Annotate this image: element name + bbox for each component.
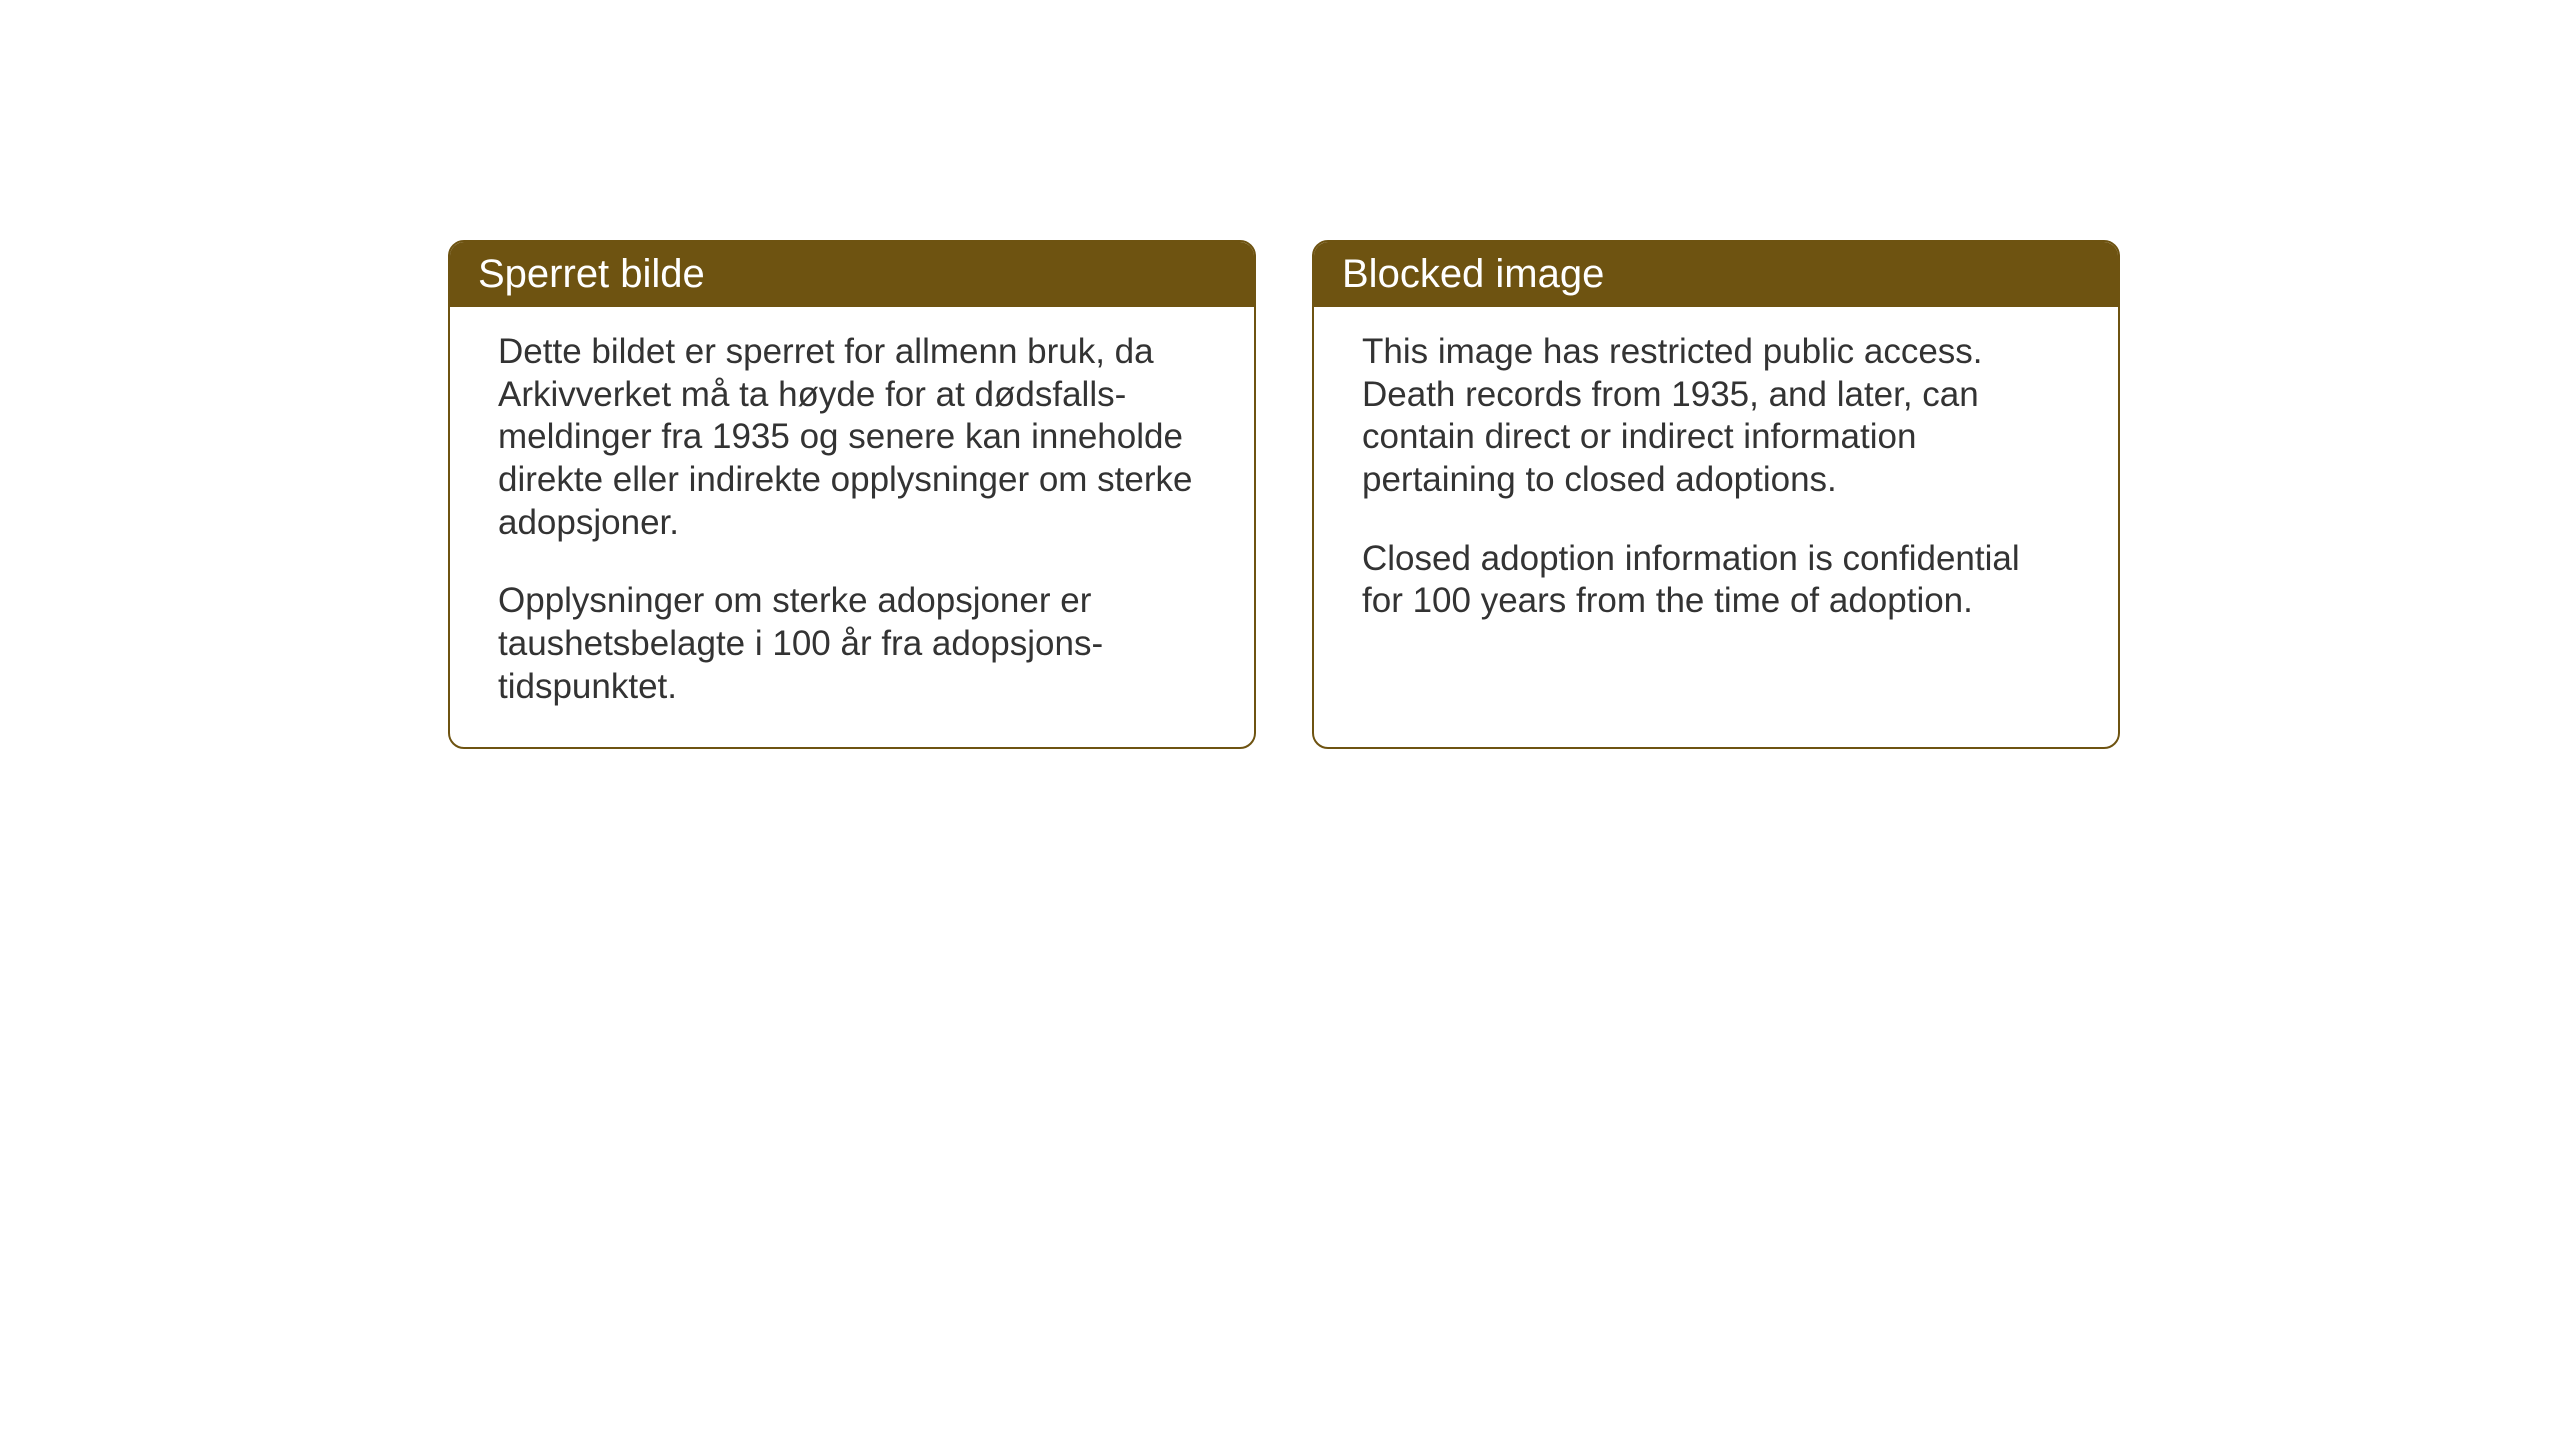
card-paragraph-2-english: Closed adoption information is confident… xyxy=(1362,538,2070,623)
card-norwegian: Sperret bilde Dette bildet er sperret fo… xyxy=(448,240,1256,749)
card-english: Blocked image This image has restricted … xyxy=(1312,240,2120,749)
card-title-english: Blocked image xyxy=(1342,252,1604,296)
card-paragraph-2-norwegian: Opplysninger om sterke adopsjoner er tau… xyxy=(498,580,1206,708)
card-header-english: Blocked image xyxy=(1314,242,2118,307)
card-paragraph-1-norwegian: Dette bildet er sperret for allmenn bruk… xyxy=(498,331,1206,544)
card-paragraph-1-english: This image has restricted public access.… xyxy=(1362,331,2070,502)
card-body-english: This image has restricted public access.… xyxy=(1314,307,2118,747)
cards-container: Sperret bilde Dette bildet er sperret fo… xyxy=(448,240,2120,749)
card-title-norwegian: Sperret bilde xyxy=(478,252,705,296)
card-body-norwegian: Dette bildet er sperret for allmenn bruk… xyxy=(450,307,1254,747)
card-header-norwegian: Sperret bilde xyxy=(450,242,1254,307)
